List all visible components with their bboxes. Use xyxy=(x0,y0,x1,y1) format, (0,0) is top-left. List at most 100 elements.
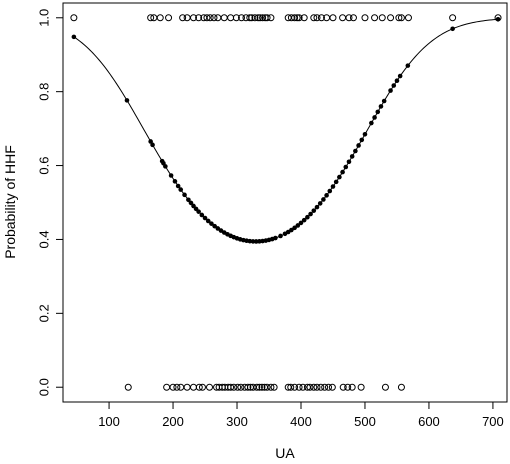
event-point xyxy=(220,14,228,22)
event-point xyxy=(206,14,214,22)
nonevent-point xyxy=(306,383,314,391)
fitted-point xyxy=(397,73,403,79)
fitted-point xyxy=(168,173,174,178)
event-point xyxy=(70,14,78,22)
nonevent-point xyxy=(234,383,242,391)
fitted-point xyxy=(362,132,368,137)
fitted-points-series xyxy=(71,16,501,244)
event-point xyxy=(300,14,308,22)
nonevent-point xyxy=(397,383,405,391)
fitted-point xyxy=(327,188,333,194)
nonevent-point xyxy=(190,383,198,391)
event-point xyxy=(404,14,412,22)
fitted-point xyxy=(172,179,178,184)
fitted-point xyxy=(381,98,387,104)
fitted-point xyxy=(148,139,153,144)
nonevent-point xyxy=(317,383,325,391)
fitted-point xyxy=(278,233,283,239)
nonevent-point xyxy=(255,383,263,391)
fitted-point xyxy=(356,143,361,148)
x-axis: 100 200 300 400 500 600 700 xyxy=(98,402,504,429)
event-point xyxy=(195,14,203,22)
event-point xyxy=(349,14,357,22)
event-point xyxy=(313,14,321,22)
event-point xyxy=(251,14,259,22)
event-point xyxy=(237,14,245,22)
fitted-point xyxy=(305,214,310,220)
event-point xyxy=(190,14,198,22)
event-point xyxy=(156,14,164,22)
x-tick-label: 700 xyxy=(482,414,504,429)
event-point xyxy=(387,14,395,22)
nonevent-point xyxy=(263,383,271,391)
nonevent-point xyxy=(195,383,203,391)
fitted-probability-curve xyxy=(73,18,499,242)
event-point xyxy=(329,14,337,22)
fitted-point xyxy=(333,179,339,185)
nonevent-point xyxy=(299,383,307,391)
nonevent-point xyxy=(339,383,347,391)
y-tick-label: 0.4 xyxy=(37,230,52,248)
fitted-point xyxy=(394,78,400,84)
y-axis: 0.0 0.2 0.4 0.6 0.8 1.0 xyxy=(37,9,63,396)
fitted-point xyxy=(405,63,411,68)
fitted-point xyxy=(349,154,355,159)
fitted-point xyxy=(346,159,352,165)
event-point xyxy=(395,14,403,22)
x-tick-label: 100 xyxy=(98,414,120,429)
nonevent-point xyxy=(244,383,252,391)
fitted-point xyxy=(124,98,130,103)
nonevent-point xyxy=(169,383,177,391)
event-point xyxy=(232,14,240,22)
fitted-point xyxy=(372,115,377,120)
nonevent-point xyxy=(198,383,206,391)
event-point xyxy=(378,14,386,22)
fitted-point xyxy=(375,109,381,115)
fitted-point xyxy=(150,142,155,148)
event-point xyxy=(361,14,369,22)
event-point xyxy=(371,14,379,22)
event-point xyxy=(310,14,318,22)
y-tick-label: 0.6 xyxy=(37,157,52,175)
nonevent-point xyxy=(258,383,266,391)
event-point xyxy=(345,14,353,22)
fitted-point xyxy=(199,212,205,218)
event-point xyxy=(449,14,457,22)
fitted-point xyxy=(391,83,397,88)
fitted-point xyxy=(205,218,211,224)
nonevent-point xyxy=(357,383,365,391)
fitted-point xyxy=(324,193,329,198)
event-point xyxy=(293,14,301,22)
x-tick-label: 500 xyxy=(354,414,376,429)
event-point xyxy=(317,14,325,22)
plot-frame xyxy=(62,2,508,403)
event-point xyxy=(214,14,222,22)
fitted-point xyxy=(369,120,374,126)
event-point xyxy=(295,14,303,22)
fitted-point xyxy=(359,137,365,143)
x-tick-label: 200 xyxy=(162,414,184,429)
fitted-point xyxy=(188,200,194,206)
nonevent-point xyxy=(287,383,295,391)
fitted-point xyxy=(388,88,393,93)
fitted-point xyxy=(186,197,191,203)
fitted-point xyxy=(71,34,77,40)
fitted-point xyxy=(202,215,208,221)
fitted-point xyxy=(182,192,187,198)
fitted-point xyxy=(314,204,320,210)
y-tick-label: 0.2 xyxy=(37,304,52,322)
nonevent-point xyxy=(177,383,185,391)
nonevent-point xyxy=(313,383,321,391)
event-point xyxy=(267,14,275,22)
event-point xyxy=(179,14,187,22)
fitted-point xyxy=(175,183,181,189)
nonevent-point xyxy=(163,383,171,391)
nonevent-point xyxy=(310,383,318,391)
y-tick-label: 0.0 xyxy=(37,378,52,396)
event-point xyxy=(246,14,254,22)
fitted-point xyxy=(250,239,256,244)
fitted-point xyxy=(311,208,317,213)
fitted-point xyxy=(343,164,349,170)
nonevent-point xyxy=(325,383,333,391)
